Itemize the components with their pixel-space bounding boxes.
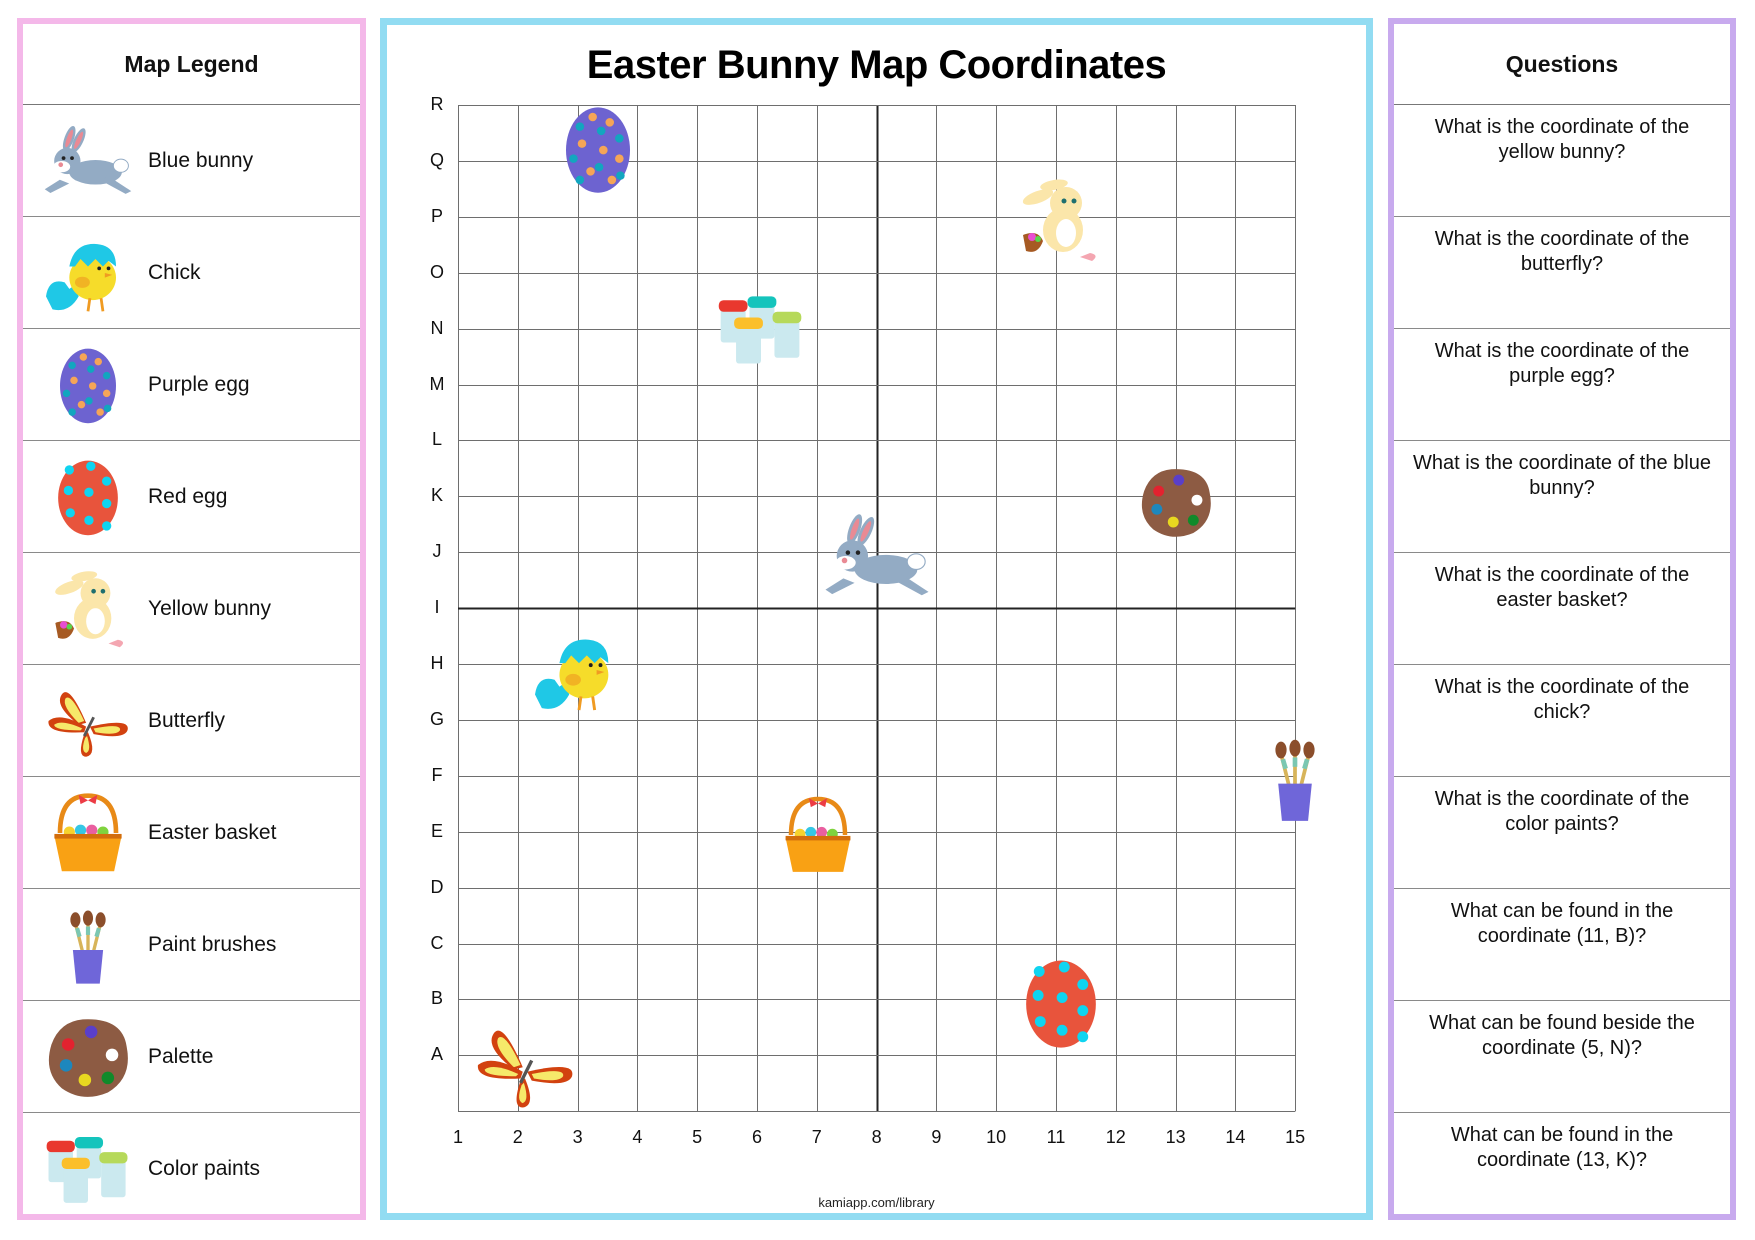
map-color-paints-icon: [713, 289, 809, 369]
column-label: 9: [931, 1127, 942, 1148]
questions-panel: Questions What is the coordinate of the …: [1388, 18, 1736, 1220]
row-label: H: [430, 653, 444, 673]
column-label: 4: [632, 1127, 643, 1148]
palette-icon: [41, 1015, 135, 1099]
legend-label: Butterfly: [148, 708, 226, 732]
coordinate-grid: [458, 105, 1296, 1112]
row-label: M: [429, 373, 445, 394]
question-item: What is the coordinate of the butterfly?: [1394, 217, 1730, 329]
column-label: 8: [871, 1127, 882, 1148]
row-label: J: [432, 541, 442, 562]
legend-item-red-egg: Red egg: [23, 441, 360, 553]
row-label: N: [430, 317, 444, 338]
map-easter-basket-icon: [773, 785, 863, 885]
row-label: B: [430, 988, 443, 1009]
row-label: P: [430, 205, 443, 226]
legend-label: Color paints: [148, 1157, 261, 1180]
row-label: I: [434, 597, 440, 618]
legend-label: Yellow bunny: [148, 596, 271, 620]
legend-label: Chick: [148, 260, 201, 284]
question-item: What is the coordinate of the color pain…: [1394, 777, 1730, 889]
column-label: 2: [512, 1127, 523, 1148]
legend-item-yellow-bunny: Yellow bunny: [23, 553, 360, 665]
question-item: What is the coordinate of the purple egg…: [1394, 329, 1730, 441]
legend-item-purple-egg: Purple egg: [23, 329, 360, 441]
row-label: C: [430, 932, 444, 953]
blue-bunny-icon: [41, 119, 135, 203]
row-label: R: [430, 94, 444, 114]
legend-label: Blue bunny: [148, 148, 254, 172]
question-item: What is the coordinate of the blue bunny…: [1394, 441, 1730, 553]
legend-item-chick: Chick: [23, 217, 360, 329]
question-item: What is the coordinate of the yellow bun…: [1394, 105, 1730, 217]
footer-url: kamiapp.com/library: [818, 1195, 935, 1210]
map-paint-brushes-icon: [1267, 728, 1323, 828]
map-blue-bunny-icon: [821, 508, 933, 604]
map-purple-egg-icon: [558, 101, 638, 197]
legend-label: Palette: [148, 1044, 214, 1068]
map-palette-icon: [1135, 454, 1217, 550]
column-label: 7: [811, 1127, 822, 1148]
column-label: 13: [1165, 1127, 1186, 1148]
chick-icon: [41, 231, 135, 315]
paint-brushes-icon: [41, 903, 135, 987]
map-yellow-bunny-icon: [1008, 170, 1108, 270]
map-chick-icon: [530, 626, 628, 714]
row-label: O: [429, 261, 444, 282]
questions-title: Questions: [1394, 24, 1730, 105]
column-label: 14: [1225, 1127, 1246, 1148]
map-title: Easter Bunny Map Coordinates: [586, 43, 1167, 87]
legend-item-palette: Palette: [23, 1001, 360, 1113]
column-label: 12: [1105, 1127, 1126, 1148]
column-label: 10: [986, 1127, 1007, 1148]
column-label: 6: [751, 1127, 762, 1148]
question-item: What can be found beside the coordinate …: [1394, 1001, 1730, 1113]
legend-item-blue-bunny: Blue bunny: [23, 105, 360, 217]
row-label: E: [430, 820, 443, 841]
row-label: L: [431, 429, 442, 450]
question-item: What can be found in the coordinate (13,…: [1450, 1124, 1674, 1171]
row-label: A: [430, 1044, 443, 1065]
purple-egg-icon: [41, 343, 135, 427]
column-label: 1: [452, 1127, 463, 1148]
easter-basket-icon: [41, 791, 135, 875]
legend-title: Map Legend: [23, 24, 360, 105]
butterfly-icon: [41, 679, 135, 763]
question-item: What is the coordinate of the easter bas…: [1394, 553, 1730, 665]
map-red-egg-icon: [1013, 954, 1109, 1052]
red-egg-icon: [41, 455, 135, 539]
legend-item-color-paints: Color paints: [23, 1113, 360, 1225]
row-label: G: [429, 708, 444, 729]
column-label: 15: [1285, 1127, 1306, 1148]
row-label: K: [430, 485, 443, 506]
color-paints-icon: [41, 1127, 135, 1211]
map-legend-panel: Map Legend Blue bunny Chick Purple egg R…: [17, 18, 366, 1220]
legend-label: Red egg: [148, 484, 228, 508]
column-label: 11: [1046, 1127, 1066, 1148]
legend-item-paint-brushes: Paint brushes: [23, 889, 360, 1001]
row-label: F: [431, 764, 443, 785]
legend-label: Paint brushes: [148, 932, 277, 956]
legend-label: Easter basket: [148, 820, 277, 844]
question-item: What can be found in the coordinate (11,…: [1394, 889, 1730, 1001]
map-butterfly-icon: [469, 1017, 581, 1113]
column-label: 3: [572, 1127, 583, 1148]
row-label: D: [430, 876, 444, 897]
legend-item-easter-basket: Easter basket: [23, 777, 360, 889]
column-label: 5: [692, 1127, 703, 1148]
map-panel: Easter Bunny Map Coordinates R Q P O N M L K J I H…: [380, 18, 1373, 1220]
legend-label: Purple egg: [148, 372, 250, 396]
legend-item-butterfly: Butterfly: [23, 665, 360, 777]
row-label: Q: [429, 149, 444, 170]
yellow-bunny-icon: [41, 567, 135, 651]
question-item: What is the coordinate of the chick?: [1394, 665, 1730, 777]
